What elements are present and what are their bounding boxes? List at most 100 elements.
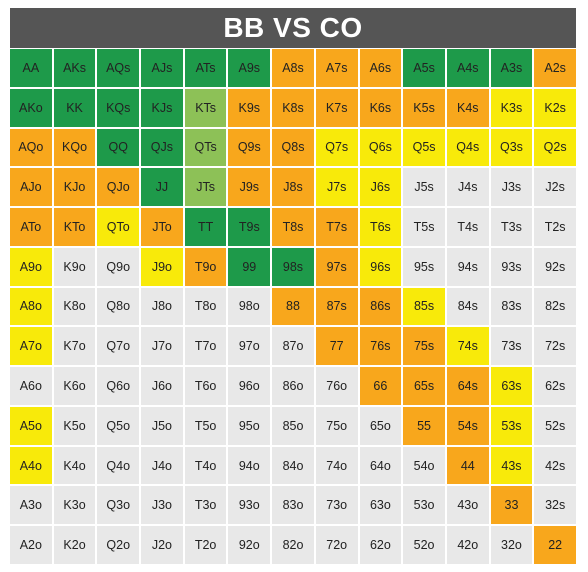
hand-cell-T6o: T6o (184, 367, 227, 405)
hand-cell-K7s: K7s (315, 88, 358, 127)
hand-cell-K5s: K5s (403, 88, 445, 127)
hand-cell-A5o: A5o (10, 406, 52, 445)
hand-cell-J8o: J8o (141, 287, 183, 326)
hand-cell-96s: 96s (359, 247, 402, 286)
hand-cell-T6s: T6s (359, 208, 402, 246)
hand-cell-T2o: T2o (184, 526, 227, 564)
hand-cell-53o: 53o (403, 486, 445, 525)
hand-cell-86s: 86s (359, 287, 402, 326)
hand-cell-63s: 63s (490, 367, 533, 405)
hand-cell-QQ: QQ (97, 128, 140, 167)
hand-cell-97s: 97s (315, 247, 358, 286)
hand-cell-43s: 43s (490, 446, 533, 485)
hand-cell-93s: 93s (490, 247, 533, 286)
hand-cell-JJ: JJ (141, 168, 183, 207)
hand-cell-74o: 74o (315, 446, 358, 485)
hand-cell-T3o: T3o (184, 486, 227, 525)
hand-cell-42o: 42o (446, 526, 489, 564)
hand-cell-Q8o: Q8o (97, 287, 140, 326)
hand-cell-97o: 97o (228, 327, 271, 366)
hand-cell-AQs: AQs (97, 49, 140, 87)
hand-cell-QJo: QJo (97, 168, 140, 207)
hand-cell-JTs: JTs (184, 168, 227, 207)
hand-cell-93o: 93o (228, 486, 271, 525)
hand-cell-AKs: AKs (53, 49, 96, 87)
hand-cell-KJo: KJo (53, 168, 96, 207)
hand-cell-73s: 73s (490, 327, 533, 366)
hand-cell-A7o: A7o (10, 327, 52, 366)
hand-cell-32o: 32o (490, 526, 533, 564)
hand-cell-A4o: A4o (10, 446, 52, 485)
hand-cell-Q7s: Q7s (315, 128, 358, 167)
hand-cell-92s: 92s (534, 247, 576, 286)
hand-cell-94s: 94s (446, 247, 489, 286)
hand-cell-64s: 64s (446, 367, 489, 405)
hand-cell-54o: 54o (403, 446, 445, 485)
hand-cell-K2s: K2s (534, 88, 576, 127)
hand-cell-88: 88 (272, 287, 314, 326)
hand-cell-KTo: KTo (53, 208, 96, 246)
hand-cell-JTo: JTo (141, 208, 183, 246)
hand-cell-T4s: T4s (446, 208, 489, 246)
hand-cell-Q8s: Q8s (272, 128, 314, 167)
hand-cell-TT: TT (184, 208, 227, 246)
hand-cell-J7s: J7s (315, 168, 358, 207)
hand-cell-QTs: QTs (184, 128, 227, 167)
hand-cell-72o: 72o (315, 526, 358, 564)
hand-cell-AJs: AJs (141, 49, 183, 87)
hand-cell-A2o: A2o (10, 526, 52, 564)
hand-cell-83s: 83s (490, 287, 533, 326)
hand-cell-J6o: J6o (141, 367, 183, 405)
hand-cell-74s: 74s (446, 327, 489, 366)
hand-cell-Q5s: Q5s (403, 128, 445, 167)
hand-cell-A9s: A9s (228, 49, 271, 87)
hand-cell-43o: 43o (446, 486, 489, 525)
chart-title: BB VS CO (10, 8, 576, 48)
hand-cell-K5o: K5o (53, 406, 96, 445)
hand-cell-Q2o: Q2o (97, 526, 140, 564)
hand-cell-J2o: J2o (141, 526, 183, 564)
hand-cell-J3o: J3o (141, 486, 183, 525)
hand-cell-65s: 65s (403, 367, 445, 405)
hand-cell-T8o: T8o (184, 287, 227, 326)
hand-cell-J4s: J4s (446, 168, 489, 207)
hand-cell-T3s: T3s (490, 208, 533, 246)
hand-cell-32s: 32s (534, 486, 576, 525)
hand-cell-T7o: T7o (184, 327, 227, 366)
hand-cell-A8s: A8s (272, 49, 314, 87)
hand-cell-94o: 94o (228, 446, 271, 485)
hand-cell-22: 22 (534, 526, 576, 564)
hand-cell-33: 33 (490, 486, 533, 525)
hand-cell-K8o: K8o (53, 287, 96, 326)
hand-cell-T7s: T7s (315, 208, 358, 246)
hand-cell-K2o: K2o (53, 526, 96, 564)
hand-cell-73o: 73o (315, 486, 358, 525)
hand-cell-Q5o: Q5o (97, 406, 140, 445)
hand-cell-96o: 96o (228, 367, 271, 405)
hand-cell-65o: 65o (359, 406, 402, 445)
hand-cell-92o: 92o (228, 526, 271, 564)
hand-cell-K4o: K4o (53, 446, 96, 485)
range-chart: BB VS CO AA AKs AQs AJs ATs A9s A8s A7s A6s A5s A4… (10, 8, 576, 564)
hand-cell-62s: 62s (534, 367, 576, 405)
hand-cell-J7o: J7o (141, 327, 183, 366)
hand-cell-95o: 95o (228, 406, 271, 445)
hand-cell-53s: 53s (490, 406, 533, 445)
hand-cell-87o: 87o (272, 327, 314, 366)
hand-cell-AJo: AJo (10, 168, 52, 207)
hand-cell-Q7o: Q7o (97, 327, 140, 366)
hand-cell-A6o: A6o (10, 367, 52, 405)
hand-cell-Q6s: Q6s (359, 128, 402, 167)
hand-cell-J9s: J9s (228, 168, 271, 207)
hand-cell-62o: 62o (359, 526, 402, 564)
hand-cell-82s: 82s (534, 287, 576, 326)
hand-cell-AKo: AKo (10, 88, 52, 127)
hand-cell-84s: 84s (446, 287, 489, 326)
hand-cell-Q3s: Q3s (490, 128, 533, 167)
hand-grid: AA AKs AQs AJs ATs A9s A8s A7s A6s A5s A4s A3s A2s AK… (10, 49, 576, 564)
hand-cell-QJs: QJs (141, 128, 183, 167)
hand-cell-K9o: K9o (53, 247, 96, 286)
hand-cell-85s: 85s (403, 287, 445, 326)
hand-cell-66: 66 (359, 367, 402, 405)
hand-cell-QTo: QTo (97, 208, 140, 246)
